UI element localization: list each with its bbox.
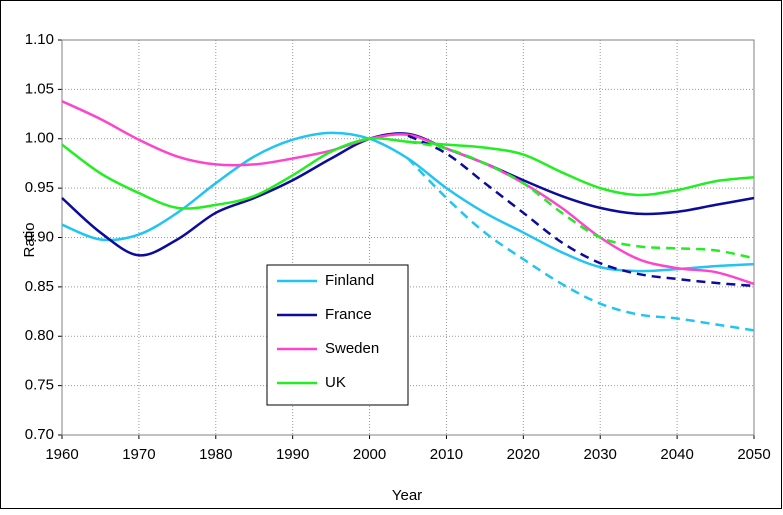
x-tick-label: 2010 xyxy=(430,446,463,463)
legend-label: Finland xyxy=(325,272,374,289)
legend-label: UK xyxy=(325,374,346,391)
x-tick-label: 1980 xyxy=(199,446,232,463)
y-tick-label: 1.10 xyxy=(25,31,54,48)
y-tick-label: 1.00 xyxy=(25,130,54,147)
y-tick-label: 0.90 xyxy=(25,228,54,245)
x-axis-title: Year xyxy=(392,487,422,504)
projection-line xyxy=(407,140,755,260)
x-tick-label: 1990 xyxy=(276,446,309,463)
projection-line xyxy=(407,134,755,288)
series-line xyxy=(61,137,755,210)
projection-line xyxy=(407,157,755,332)
y-tick-label: 0.70 xyxy=(25,426,54,443)
x-tick-label: 2000 xyxy=(353,446,386,463)
legend-label: Sweden xyxy=(325,340,379,357)
y-tick-label: 0.75 xyxy=(25,377,54,394)
x-tick-label: 2020 xyxy=(507,446,540,463)
series-line xyxy=(61,100,755,286)
x-tick-label: 2040 xyxy=(660,446,693,463)
legend-label: France xyxy=(325,306,372,323)
y-tick-label: 1.05 xyxy=(25,80,54,97)
x-tick-label: 2030 xyxy=(584,446,617,463)
x-tick-label: 2050 xyxy=(737,446,770,463)
y-axis-title: Ratio xyxy=(21,222,38,257)
y-tick-label: 0.80 xyxy=(25,327,54,344)
y-tick-label: 0.95 xyxy=(25,179,54,196)
y-tick-label: 0.85 xyxy=(25,278,54,295)
plot-border xyxy=(61,39,755,436)
x-tick-label: 1960 xyxy=(45,446,78,463)
legend xyxy=(266,264,409,406)
x-tick-label: 1970 xyxy=(122,446,155,463)
